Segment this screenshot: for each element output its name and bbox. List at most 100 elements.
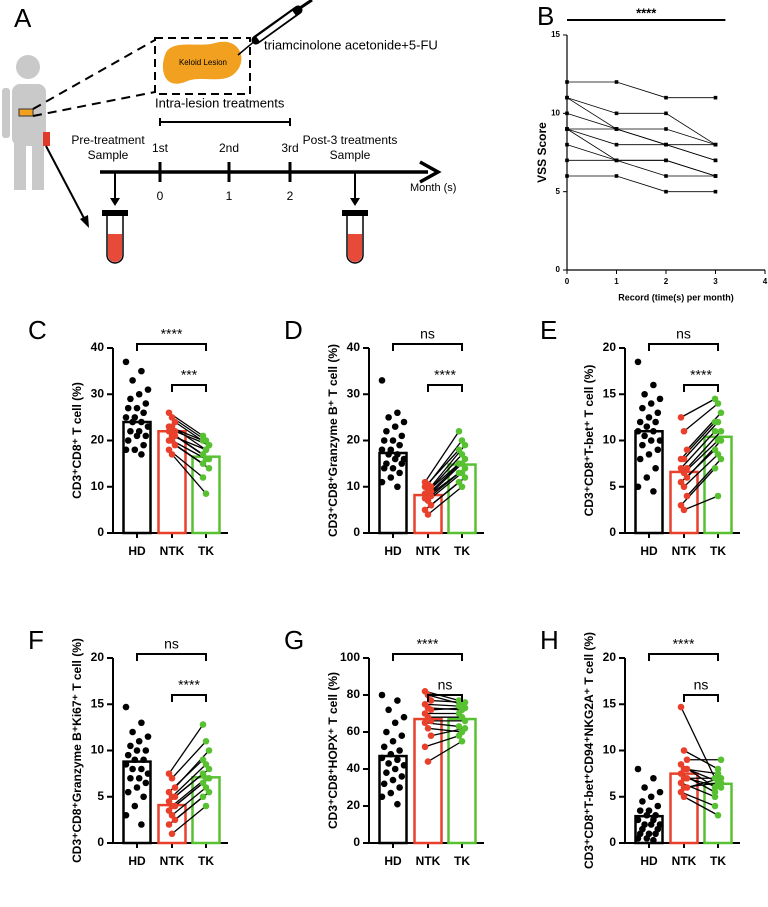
point [138, 367, 145, 375]
point [396, 441, 403, 449]
x-tick-label: TK [198, 854, 214, 868]
x-axis-label: Record (time(s) per month) [618, 292, 734, 302]
x-tick-label: HD [640, 544, 658, 558]
y-tick-label: 5 [609, 479, 616, 493]
significance-label: **** [434, 367, 456, 383]
point [396, 469, 403, 477]
point [142, 432, 150, 440]
point [656, 437, 664, 444]
x-tick-label: TK [198, 544, 214, 558]
y-axis-label: CD3⁺CD8⁺ T cell (%) [70, 382, 84, 499]
point [127, 774, 134, 782]
treatments-label: Intra-lesion treatments [155, 95, 285, 110]
significance-bracket [427, 384, 463, 392]
point [683, 784, 691, 791]
point [391, 765, 399, 773]
point [664, 189, 668, 194]
x-tick-label: HD [384, 854, 402, 868]
point [122, 761, 130, 768]
point [199, 474, 207, 481]
point [645, 414, 653, 421]
significance-label: *** [181, 367, 198, 383]
y-axis-label: CD3⁺CD8⁺Granzyme B⁺ T cell (%) [326, 344, 340, 537]
x-tick-label: TK [710, 544, 726, 558]
point [378, 446, 386, 454]
point [461, 474, 469, 481]
y-tick-label: 0 [609, 835, 616, 849]
significance-bracket [427, 694, 463, 702]
point [647, 400, 655, 407]
pair-line [680, 398, 716, 418]
pair-line [427, 740, 463, 763]
y-axis-label: CD3⁺CD8⁺T-bet⁺CD94⁺NKG2A⁺ T cell (%) [582, 632, 596, 869]
point [717, 427, 725, 435]
point [138, 451, 145, 458]
point [389, 464, 397, 472]
significance-bracket [683, 384, 719, 392]
point [458, 483, 466, 491]
point [461, 699, 469, 706]
point [713, 142, 718, 147]
x-tick-label: TK [454, 544, 470, 558]
panel-letter: B [537, 1, 554, 31]
pair-line [424, 430, 460, 483]
point [636, 807, 644, 814]
y-tick-label: 10 [603, 433, 617, 447]
point [714, 811, 722, 819]
y-tick-label: 0 [97, 525, 104, 539]
point [378, 478, 386, 486]
series-line [567, 175, 716, 193]
timeline-ticks [158, 162, 292, 182]
significance-bracket [392, 653, 463, 661]
tube [342, 210, 368, 264]
point [140, 409, 147, 417]
point [455, 732, 463, 739]
bar [634, 430, 664, 535]
point [680, 483, 688, 491]
point [124, 404, 132, 412]
bar [413, 717, 443, 845]
point [383, 427, 390, 435]
point [634, 483, 642, 491]
point [565, 158, 569, 163]
point [124, 437, 132, 444]
point [647, 821, 655, 828]
point [129, 418, 136, 426]
y-tick-label: 5 [609, 789, 616, 803]
point [677, 703, 685, 711]
x-tick-label: TK [454, 854, 470, 868]
x-tick-label: TK [710, 854, 726, 868]
post-label: Post-3 treatments [303, 133, 398, 147]
point [385, 451, 392, 458]
point [205, 788, 213, 796]
point [565, 142, 569, 147]
x-tick-label: 2 [664, 277, 669, 286]
y-tick-label: 10 [551, 108, 560, 117]
blood-site [43, 132, 50, 146]
point [387, 474, 395, 481]
point [378, 793, 386, 801]
panel-letter: C [28, 315, 47, 345]
lesion-site [18, 108, 34, 117]
point [205, 464, 213, 472]
point [144, 770, 152, 777]
point [124, 788, 132, 796]
series-line [567, 128, 716, 146]
point [680, 506, 688, 514]
point [205, 765, 213, 773]
point [427, 732, 435, 739]
point [202, 490, 210, 497]
point [614, 127, 619, 131]
significance-label: **** [178, 677, 200, 693]
point [398, 460, 406, 467]
point [142, 747, 150, 754]
point [650, 774, 657, 782]
point [717, 774, 725, 782]
pair-line [683, 796, 719, 816]
point [664, 174, 668, 178]
point [680, 455, 688, 463]
point [378, 377, 386, 384]
point [396, 784, 403, 791]
zoom-box [154, 37, 251, 95]
y-tick-label: 10 [91, 743, 105, 757]
